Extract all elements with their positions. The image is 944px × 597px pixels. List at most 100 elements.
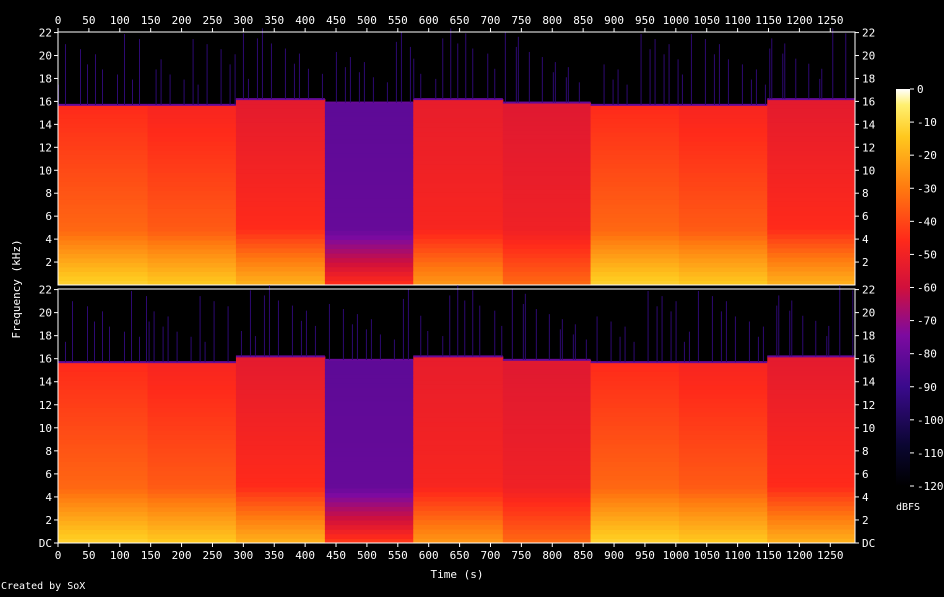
spike-line [65, 341, 66, 363]
y-tick-label-left: 2 [45, 514, 52, 527]
spectro-band [678, 411, 768, 417]
spectro-band [413, 421, 504, 427]
spectro-band [590, 109, 680, 115]
spike-line [263, 295, 265, 357]
spectro-band [147, 425, 237, 431]
spectro-band [58, 109, 149, 115]
spectro-band [413, 463, 504, 469]
spectro-band [235, 178, 326, 184]
spectro-band [413, 393, 504, 399]
spectro-band [324, 212, 414, 218]
spectro-band [324, 129, 414, 135]
x-tick-label-top: 850 [573, 14, 593, 27]
spectro-band [767, 533, 856, 539]
spectro-band [235, 233, 326, 240]
spectro-band [235, 510, 326, 516]
spectro-band [678, 371, 768, 377]
spike-line [640, 34, 642, 105]
y-tick-label-right: 22 [862, 284, 875, 297]
spectro-band [324, 529, 414, 535]
spectro-band [324, 373, 414, 379]
spike-line [457, 285, 459, 357]
spectro-band [678, 434, 768, 440]
spectro-band [147, 520, 237, 526]
x-tick-label-bottom: 850 [573, 549, 593, 562]
spectro-band [502, 378, 592, 384]
spectro-band [147, 515, 237, 521]
colorbar-tick-label: -20 [917, 149, 937, 162]
spike-line [713, 54, 715, 105]
spectro-band [767, 389, 856, 395]
spike-line [718, 44, 720, 105]
spike-line [372, 77, 374, 103]
spike-line [494, 310, 496, 357]
spectro-band [413, 215, 504, 221]
spike-line [596, 316, 598, 363]
spectro-band [678, 416, 768, 422]
spectro-band [767, 454, 856, 460]
spectro-band [235, 238, 326, 244]
spectro-band [413, 219, 504, 226]
spectro-band [590, 479, 680, 485]
spike-line [409, 46, 411, 103]
spectro-band [502, 533, 592, 539]
y-tick-label-left: 22 [39, 284, 52, 297]
spectro-band [590, 217, 680, 223]
spectro-band [58, 389, 149, 395]
spectro-band [324, 359, 414, 365]
spectro-band [58, 524, 149, 530]
spectro-band [502, 497, 592, 503]
spectro-band [767, 519, 856, 525]
spectro-band [235, 370, 326, 376]
spectro-band [678, 524, 768, 530]
cutoff-edge [590, 103, 679, 106]
spectro-band [767, 252, 856, 258]
spike-line [782, 53, 784, 100]
y-tick-label-right: 20 [862, 307, 875, 320]
spectro-band [767, 379, 856, 385]
spectro-band [58, 529, 149, 535]
y-axis-label: Frequency (kHz) [10, 239, 23, 338]
spike-line [117, 74, 118, 105]
spectro-band [58, 420, 149, 426]
spike-line [407, 288, 409, 360]
spectro-band [324, 520, 414, 526]
spectro-band [413, 257, 504, 263]
spectro-band [58, 443, 149, 449]
spectro-band [413, 524, 504, 530]
spectro-band [235, 140, 326, 147]
spectro-band [147, 163, 237, 169]
x-tick-label-bottom: 450 [326, 549, 346, 562]
spectro-band [678, 529, 768, 535]
spectro-band [413, 271, 504, 277]
spectro-band [147, 208, 237, 214]
spike-line [328, 303, 330, 360]
spectro-band [147, 149, 237, 155]
spectro-band [678, 181, 768, 187]
spectro-band [58, 257, 149, 263]
spectro-band [324, 111, 414, 117]
colorbar-tick-label: -80 [917, 348, 937, 361]
spectro-band [678, 203, 768, 209]
spike-line [465, 33, 467, 100]
spectro-band [147, 280, 237, 286]
spectro-band [678, 190, 768, 196]
spectro-band [413, 275, 504, 281]
spectro-band [767, 463, 856, 469]
spectro-band [324, 401, 414, 407]
spike-line [750, 79, 752, 105]
spectro-band [147, 230, 237, 236]
spectro-band [235, 275, 326, 281]
spectro-band [235, 127, 326, 133]
spike-line [344, 67, 346, 103]
spectro-band [502, 253, 592, 259]
spectro-band [147, 217, 237, 223]
spectro-band [235, 398, 326, 404]
spike-line [572, 334, 574, 360]
spike-line [741, 64, 743, 105]
spectro-band [502, 207, 592, 213]
spike-line [681, 74, 683, 105]
spectro-band [502, 474, 592, 480]
spectro-band [413, 356, 504, 362]
